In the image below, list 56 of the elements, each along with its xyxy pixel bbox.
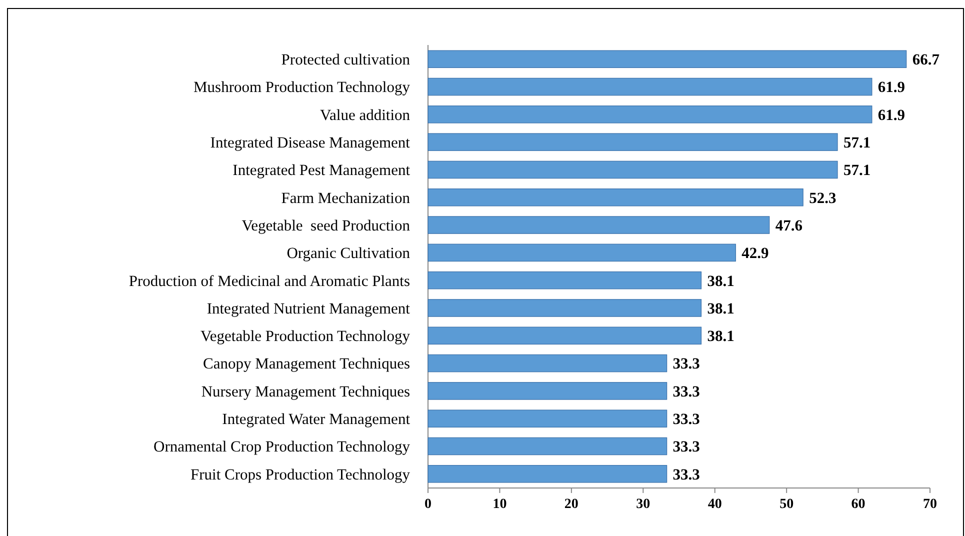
x-tick-label: 30 — [636, 497, 650, 512]
bar — [428, 244, 736, 262]
data-label: 38.1 — [707, 300, 734, 318]
data-label: 33.3 — [672, 466, 700, 484]
data-label: 38.1 — [707, 272, 734, 290]
bar — [428, 299, 702, 317]
bar — [428, 437, 668, 456]
y-tick-label: Integrated Nutrient Management — [206, 300, 411, 318]
bar — [428, 133, 838, 151]
y-tick-label: Farm Mechanization — [281, 190, 410, 207]
bar — [428, 160, 838, 179]
y-tick-label: Canopy Management Techniques — [203, 356, 410, 373]
bar — [428, 326, 702, 345]
bar — [428, 78, 872, 96]
y-tick-label: Fruit Crops Production Technology — [190, 466, 410, 484]
bar — [428, 216, 770, 234]
data-label: 61.9 — [878, 79, 906, 96]
data-label: 52.3 — [809, 190, 836, 207]
x-tick-label: 40 — [708, 497, 722, 512]
data-label: 61.9 — [878, 106, 906, 124]
bar — [428, 106, 872, 124]
data-label: 33.3 — [672, 411, 700, 428]
data-label: 57.1 — [843, 134, 871, 152]
data-label: 47.6 — [775, 217, 803, 234]
y-tick-label: Ornamental Crop Production Technology — [154, 438, 410, 456]
y-tick-label: Organic Cultivation — [286, 245, 410, 262]
x-tick-label: 60 — [851, 497, 866, 512]
data-label: 33.3 — [672, 383, 700, 400]
x-tick-label: 0 — [424, 497, 432, 512]
y-tick-label: Integrated Water Management — [222, 411, 411, 428]
bar — [428, 188, 804, 206]
data-label: 38.1 — [707, 328, 734, 346]
bar — [428, 465, 668, 483]
y-tick-label: Vegetable Production Technology — [200, 328, 410, 346]
y-tick-label: Integrated Pest Management — [232, 162, 411, 180]
y-tick-label: Production of Medicinal and Aromatic Plants — [128, 272, 410, 290]
x-tick-label: 20 — [564, 497, 578, 512]
bar — [428, 410, 668, 428]
y-tick-label: Protected cultivation — [281, 52, 410, 69]
data-label: 33.3 — [672, 438, 700, 456]
bar — [428, 354, 668, 372]
data-label: 57.1 — [843, 162, 871, 180]
y-tick-label: Integrated Disease Management — [210, 134, 411, 152]
x-tick-label: 10 — [492, 497, 507, 512]
y-tick-label: Nursery Management Techniques — [201, 383, 410, 400]
x-tick-label: 70 — [923, 497, 937, 512]
bar — [428, 50, 907, 68]
data-label: 42.9 — [742, 245, 770, 262]
y-tick-label: Value addition — [320, 106, 410, 124]
bar — [428, 271, 702, 290]
x-tick-label: 50 — [780, 497, 794, 512]
data-label: 66.7 — [912, 52, 940, 69]
y-tick-label: Vegetable seed Production — [242, 217, 410, 234]
bar — [428, 382, 668, 400]
y-tick-label: Mushroom Production Technology — [194, 79, 410, 96]
data-label: 33.3 — [672, 356, 700, 373]
